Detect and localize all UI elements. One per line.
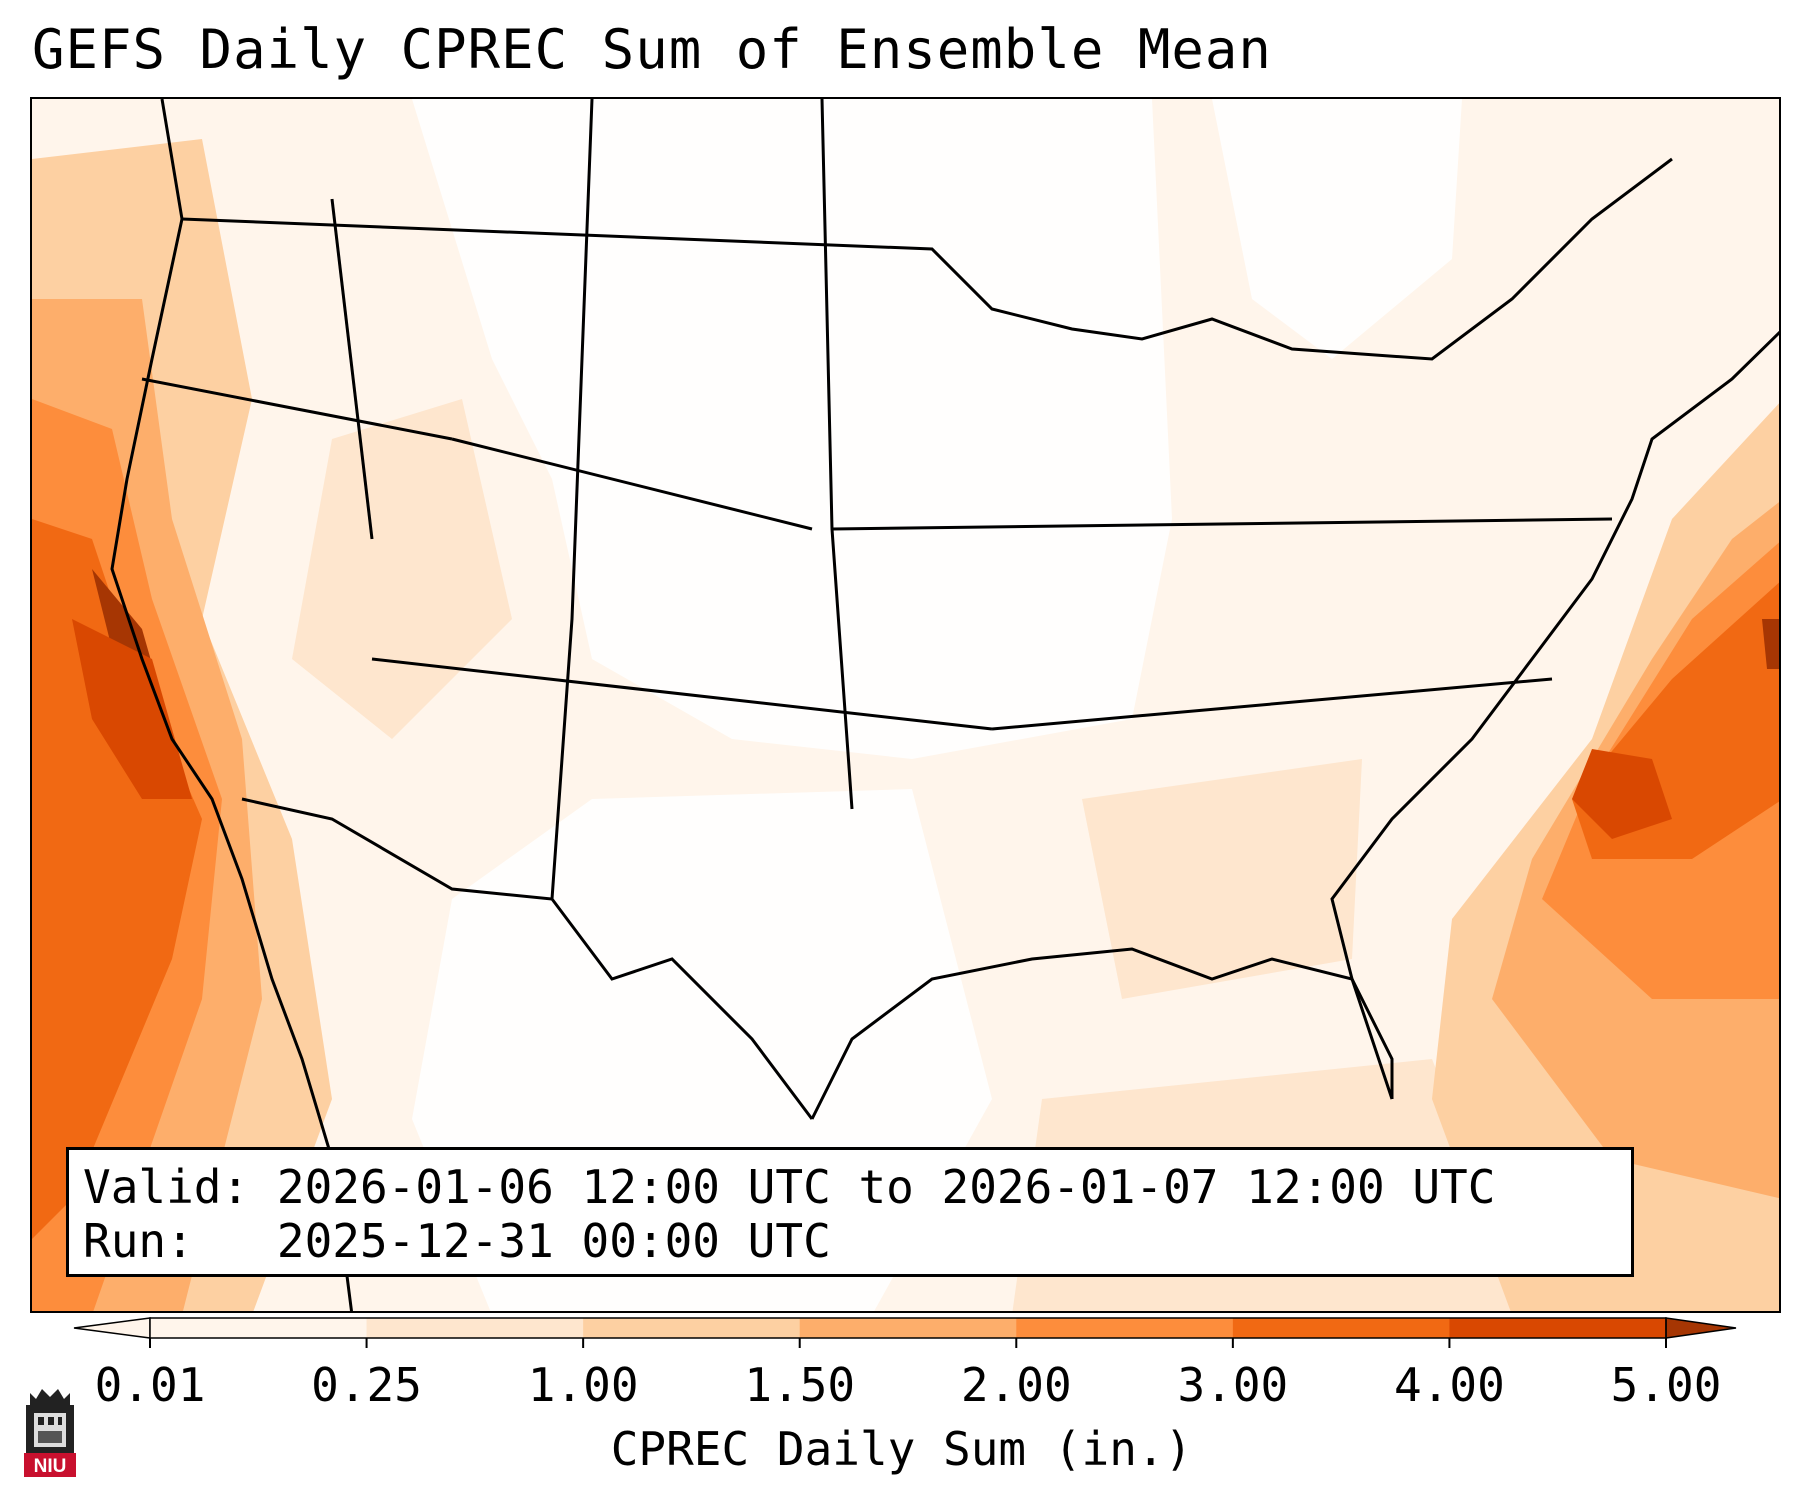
colorbar-segment — [1449, 1318, 1667, 1338]
colorbar-segment — [799, 1318, 1017, 1338]
us-mexico-border — [241, 797, 814, 1120]
us-canada-border — [181, 157, 1673, 361]
colorbar-tick-label: 1.50 — [744, 1358, 856, 1412]
colorbar-label: CPREC Daily Sum (in.) — [610, 1422, 1193, 1476]
state-line-3 — [330, 198, 374, 540]
run-value: 2025-12-31 00:00 UTC — [276, 1214, 831, 1268]
state-line-7 — [831, 517, 1613, 531]
colorbar-extend-low — [73, 1317, 151, 1339]
valid-value: 2026-01-06 12:00 UTC to 2026-01-07 12:00… — [276, 1160, 1496, 1214]
colorbar — [73, 1317, 1737, 1348]
band-west-interior — [292, 399, 512, 739]
run-label: Run: — [83, 1214, 194, 1268]
chart-title: GEFS Daily CPREC Sum of Ensemble Mean — [32, 18, 1272, 81]
colorbar-extend-high — [1665, 1317, 1737, 1339]
dry-region-ontario — [1212, 99, 1462, 359]
colorbar-segment — [366, 1318, 584, 1338]
band-southeast — [1082, 759, 1362, 999]
valid-row: Valid: 2026-01-06 12:00 UTC to 2026-01-0… — [83, 1160, 1631, 1214]
colorbar-segment — [583, 1318, 801, 1338]
colorbar-segment — [150, 1318, 368, 1338]
state-line-8 — [991, 677, 1553, 731]
colorbar-tick-label: 4.00 — [1394, 1358, 1505, 1412]
state-line-1 — [550, 99, 594, 900]
atlantic-max — [1762, 619, 1779, 669]
colorbar-tick-label: 0.01 — [94, 1358, 206, 1412]
dry-region-plains — [412, 99, 1172, 759]
colorbar-tick-label: 5.00 — [1610, 1358, 1722, 1412]
valid-run-box: Valid: 2026-01-06 12:00 UTC to 2026-01-0… — [66, 1147, 1634, 1277]
west-coastline — [110, 99, 353, 1311]
state-line-4 — [141, 377, 453, 441]
geographic-boundaries — [110, 99, 1779, 1311]
pacific-band-4 — [32, 519, 202, 1239]
colorbar-tick-label: 2.00 — [960, 1358, 1072, 1412]
valid-label: Valid: — [83, 1160, 250, 1214]
logo-text: NIU — [34, 1456, 67, 1477]
state-line-5 — [451, 437, 813, 531]
colorbar-segment — [1016, 1318, 1234, 1338]
east-coastline — [1330, 330, 1779, 1100]
state-line-6 — [371, 657, 993, 731]
colorbar-outline — [149, 1317, 1667, 1339]
gulf-coastline — [810, 947, 1394, 1120]
precip-map — [32, 99, 1779, 1311]
atlantic-band-5 — [1572, 749, 1672, 839]
niu-logo-icon: NIU — [24, 1389, 76, 1477]
colorbar-tick-label: 3.00 — [1177, 1358, 1289, 1412]
colorbar-tick-label: 0.25 — [311, 1358, 422, 1412]
pacific-band-5 — [72, 619, 192, 799]
colorbar-tick-label: 1.00 — [527, 1358, 639, 1412]
colorbar-segment — [1232, 1318, 1450, 1338]
map-panel — [30, 97, 1781, 1313]
run-row: Run: 2025-12-31 00:00 UTC — [83, 1214, 1631, 1268]
